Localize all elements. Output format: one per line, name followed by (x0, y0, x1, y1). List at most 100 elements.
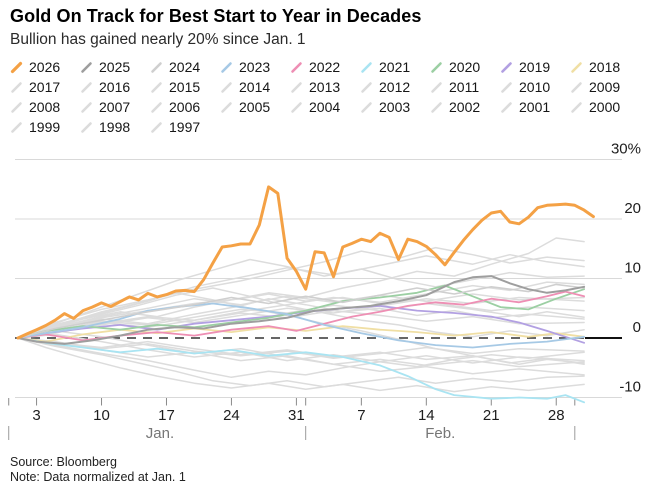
legend-item-1998[interactable]: 1998 (80, 117, 150, 137)
data-note: Note: Data normalized at Jan. 1 (10, 470, 186, 484)
series-line-2009[interactable] (17, 246, 585, 339)
x-axis-label: 3 (32, 407, 40, 424)
y-axis-label-10: 10 (624, 260, 641, 277)
legend-swatch-icon (81, 61, 92, 73)
legend-item-label: 2004 (309, 99, 341, 115)
legend-item-label: 2014 (239, 79, 271, 95)
legend-swatch-icon (431, 81, 442, 93)
legend-item-2010[interactable]: 2010 (500, 77, 570, 97)
legend-item-2009[interactable]: 2009 (570, 77, 640, 97)
legend-swatch-icon (151, 121, 162, 133)
legend-item-label: 2002 (449, 99, 481, 115)
series-line-2021[interactable] (17, 337, 585, 404)
series-line-2000[interactable] (17, 330, 585, 376)
x-axis-label: 17 (158, 407, 175, 424)
legend-item-label: 2001 (519, 99, 551, 115)
legend-item-2021[interactable]: 2021 (360, 57, 430, 77)
legend-swatch-icon (151, 101, 162, 113)
legend-item-label: 1999 (29, 119, 61, 135)
series-line-1997[interactable] (17, 337, 585, 393)
legend-item-2023[interactable]: 2023 (220, 57, 290, 77)
legend-item-2025[interactable]: 2025 (80, 57, 150, 77)
legend-swatch-icon (431, 101, 442, 113)
legend-item-2022[interactable]: 2022 (290, 57, 360, 77)
legend-swatch-icon (571, 81, 582, 93)
legend-item-2015[interactable]: 2015 (150, 77, 220, 97)
legend-item-label: 2007 (99, 99, 131, 115)
legend-item-label: 2003 (379, 99, 411, 115)
legend-swatch-icon (81, 121, 92, 133)
legend-item-label: 2023 (239, 59, 271, 75)
legend-item-2012[interactable]: 2012 (360, 77, 430, 97)
series-line-2016[interactable] (17, 237, 585, 339)
legend-item-label: 2012 (379, 79, 411, 95)
y-axis-label-30: 30% (611, 141, 641, 158)
legend-item-2002[interactable]: 2002 (430, 97, 500, 117)
legend-swatch-icon (151, 81, 162, 93)
series-line-1999[interactable] (17, 333, 585, 364)
month-label-Feb: Feb. (425, 425, 455, 442)
chart-footer: Source: Bloomberg Note: Data normalized … (10, 455, 186, 485)
series-line-1998[interactable] (17, 293, 585, 339)
chart-legend: 2026 2025 2024 2023 2022 2021 2020 2019 2018 2017… (10, 57, 648, 137)
series-line-2026[interactable] (16, 185, 595, 340)
legend-swatch-icon (291, 101, 302, 113)
legend-item-2017[interactable]: 2017 (10, 77, 80, 97)
chart-area: 30% 20 10 0 -10 3 10 17 24 31 7 14 21 28 Jan. Feb. (0, 140, 651, 452)
legend-item-2016[interactable]: 2016 (80, 77, 150, 97)
x-axis-label: 7 (357, 407, 365, 424)
legend-swatch-icon (571, 101, 582, 113)
series-line-2010[interactable] (17, 337, 585, 388)
chart-title: Gold On Track for Best Start to Year in … (10, 6, 422, 26)
series-line-2018[interactable] (17, 325, 585, 343)
legend-item-label: 2024 (169, 59, 201, 75)
legend-swatch-icon (361, 81, 372, 93)
legend-item-label: 2016 (99, 79, 131, 95)
legend-item-2014[interactable]: 2014 (220, 77, 290, 97)
series-line-2005[interactable] (17, 337, 585, 359)
legend-item-2026[interactable]: 2026 (10, 57, 80, 77)
legend-swatch-icon (291, 61, 302, 73)
legend-item-label: 2005 (239, 99, 271, 115)
legend-item-2008[interactable]: 2008 (10, 97, 80, 117)
legend-item-label: 1998 (99, 119, 131, 135)
legend-item-label: 2025 (99, 59, 131, 75)
legend-item-2018[interactable]: 2018 (570, 57, 640, 77)
legend-item-label: 2022 (309, 59, 341, 75)
source-note: Source: Bloomberg (10, 455, 118, 469)
x-axis-label: 31 (288, 407, 305, 424)
legend-item-2005[interactable]: 2005 (220, 97, 290, 117)
series-line-2024[interactable] (17, 283, 585, 339)
legend-item-1997[interactable]: 1997 (150, 117, 220, 137)
x-axis-label: 21 (483, 407, 500, 424)
series-line-2020[interactable] (17, 284, 585, 339)
series-line-2023[interactable] (17, 302, 585, 349)
legend-item-2004[interactable]: 2004 (290, 97, 360, 117)
legend-item-label: 2018 (589, 59, 621, 75)
legend-item-2019[interactable]: 2019 (500, 57, 570, 77)
legend-item-2006[interactable]: 2006 (150, 97, 220, 117)
legend-item-2000[interactable]: 2000 (570, 97, 640, 117)
legend-item-label: 2009 (589, 79, 621, 95)
legend-item-2020[interactable]: 2020 (430, 57, 500, 77)
series-line-2025[interactable] (17, 275, 586, 345)
legend-item-label: 2011 (449, 79, 480, 95)
legend-swatch-icon (81, 101, 92, 113)
legend-item-label: 2008 (29, 99, 61, 115)
legend-item-2013[interactable]: 2013 (290, 77, 360, 97)
legend-item-2024[interactable]: 2024 (150, 57, 220, 77)
legend-item-label: 2019 (519, 59, 551, 75)
price-chart-svg: 30% 20 10 0 -10 3 10 17 24 31 7 14 21 28 Jan. Feb. (8, 141, 641, 442)
legend-item-2007[interactable]: 2007 (80, 97, 150, 117)
legend-swatch-icon (11, 81, 22, 93)
y-axis-label--10: -10 (619, 379, 641, 396)
chart-subtitle: Bullion has gained nearly 20% since Jan.… (10, 31, 306, 48)
legend-item-label: 2015 (169, 79, 201, 95)
legend-item-2001[interactable]: 2001 (500, 97, 570, 117)
legend-item-2003[interactable]: 2003 (360, 97, 430, 117)
legend-item-label: 2017 (29, 79, 61, 95)
legend-swatch-icon (501, 101, 512, 113)
legend-item-2011[interactable]: 2011 (430, 77, 500, 97)
legend-item-1999[interactable]: 1999 (10, 117, 80, 137)
legend-item-label: 2013 (309, 79, 341, 95)
